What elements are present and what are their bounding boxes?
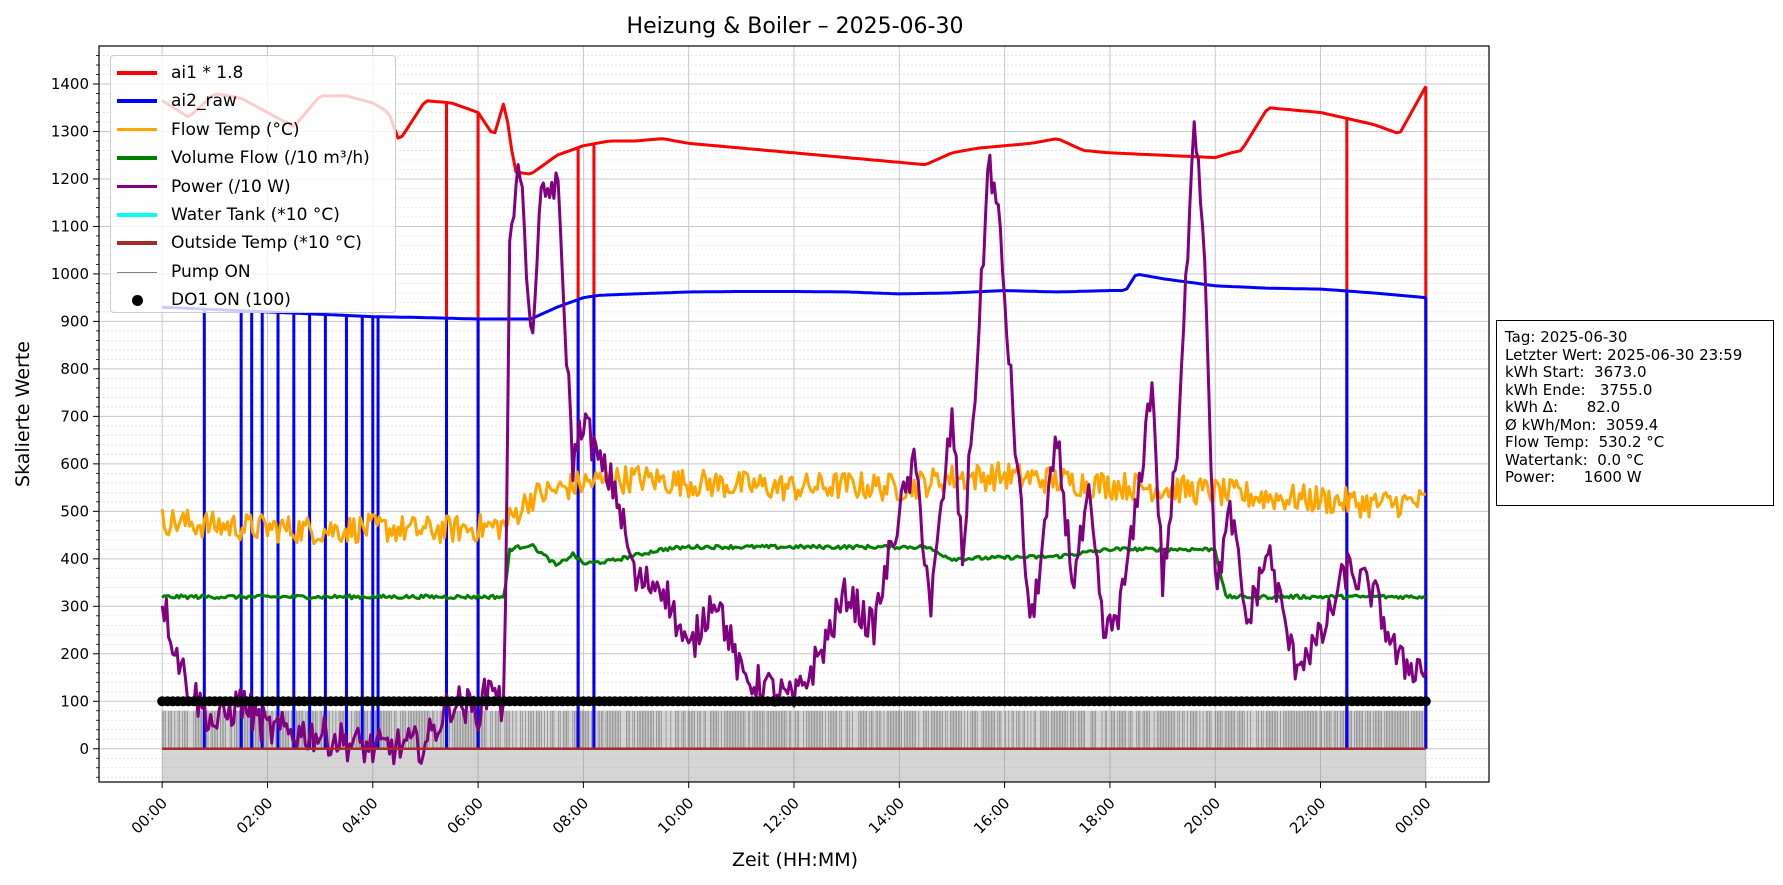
legend-swatch — [117, 262, 157, 282]
x-axis-ticks: 00:00 02:00 04:00 06:00 08:00 10:00 12:00 14:00… — [128, 782, 1435, 837]
legend-item: Water Tank (*10 °C) — [117, 203, 340, 227]
legend-item: Power (/10 W) — [117, 175, 291, 199]
x-tick-label: 18:00 — [1075, 794, 1118, 837]
legend-label: Volume Flow (/10 m³/h) — [171, 148, 370, 169]
y-tick-label: 400 — [60, 550, 89, 568]
legend-swatch — [117, 120, 157, 140]
y-tick-label: 300 — [60, 597, 89, 615]
legend-label: Power (/10 W) — [171, 176, 291, 197]
infobox-day: Tag: 2025-06-30 — [1505, 328, 1628, 346]
legend-swatch — [117, 290, 157, 310]
infobox-kwh-start: kWh Start: 3673.0 — [1505, 363, 1647, 381]
infobox-kwh-delta: kWh Δ: 82.0 — [1505, 398, 1621, 416]
legend-label: ai2_raw — [171, 91, 237, 112]
chart-legend: ai1 * 1.8 ai2_raw Flow Temp (°C) Volume Flo… — [110, 55, 396, 313]
x-tick-label: 00:00 — [128, 794, 171, 837]
y-tick-label: 1100 — [51, 217, 89, 235]
y-tick-label: 1000 — [51, 265, 89, 283]
x-tick-label: 06:00 — [444, 794, 487, 837]
infobox-power: Power: 1600 W — [1505, 468, 1642, 486]
infobox-last-value: Letzter Wert: 2025-06-30 23:59 — [1505, 345, 1743, 364]
x-tick-label: 08:00 — [549, 794, 592, 837]
legend-item: Flow Temp (°C) — [117, 118, 300, 142]
infobox-kwh-month: Ø kWh/Mon: 3059.4 — [1505, 415, 1659, 434]
legend-item: Pump ON — [117, 260, 251, 284]
y-tick-label: 200 — [60, 645, 89, 663]
chart-title: Heizung & Boiler – 2025-06-30 — [627, 14, 964, 39]
legend-label: ai1 * 1.8 — [171, 63, 244, 83]
legend-item: DO1 ON (100) — [117, 288, 291, 312]
y-tick-label: 100 — [60, 692, 89, 710]
x-tick-label: 16:00 — [970, 794, 1013, 837]
y-tick-label: 700 — [60, 407, 89, 425]
x-tick-label: 02:00 — [233, 794, 276, 837]
legend-swatch — [117, 205, 157, 225]
legend-item: ai2_raw — [117, 89, 237, 113]
x-tick-label: 14:00 — [865, 794, 908, 837]
x-tick-label: 00:00 — [1391, 794, 1434, 837]
flow-temp-line — [160, 461, 1427, 546]
legend-swatch — [117, 177, 157, 197]
major-grid — [99, 46, 1489, 782]
x-tick-label: 10:00 — [654, 794, 697, 837]
y-tick-label: 1300 — [51, 122, 89, 140]
legend-swatch — [117, 63, 157, 83]
infobox-watertank: Watertank: 0.0 °C — [1505, 450, 1644, 469]
legend-label: Pump ON — [171, 261, 251, 282]
summary-infobox: Tag: 2025-06-30 Letzter Wert: 2025-06-30… — [1496, 320, 1774, 506]
legend-label: Water Tank (*10 °C) — [171, 205, 340, 225]
do1-point — [1420, 696, 1431, 707]
y-tick-label: 1200 — [51, 170, 89, 188]
legend-item: Outside Temp (*10 °C) — [117, 231, 362, 255]
x-tick-label: 20:00 — [1181, 794, 1224, 837]
legend-swatch — [117, 148, 157, 168]
x-tick-label: 04:00 — [338, 794, 381, 837]
y-axis-label: Skalierte Werte — [12, 341, 34, 487]
y-axis-ticks: 0 100 200 300 400 500 600 700 800 900 1000 1100 1200… — [51, 55, 99, 778]
y-tick-label: 900 — [60, 312, 89, 330]
legend-item: Volume Flow (/10 m³/h) — [117, 146, 370, 170]
infobox-flow-temp: Flow Temp: 530.2 °C — [1505, 433, 1665, 451]
y-tick-label: 1400 — [51, 75, 89, 93]
plot-content — [157, 85, 1431, 782]
y-tick-label: 0 — [79, 740, 89, 758]
legend-swatch — [117, 91, 157, 111]
x-axis-label: Zeit (HH:MM) — [732, 849, 858, 871]
legend-swatch — [117, 233, 157, 253]
legend-item: ai1 * 1.8 — [117, 61, 243, 85]
y-tick-label: 800 — [60, 360, 89, 378]
infobox-kwh-end: kWh Ende: 3755.0 — [1505, 380, 1653, 399]
legend-label: DO1 ON (100) — [171, 290, 291, 311]
y-tick-label: 600 — [60, 455, 89, 473]
y-tick-label: 500 — [60, 502, 89, 520]
x-tick-label: 12:00 — [760, 794, 803, 837]
x-tick-label: 22:00 — [1286, 794, 1329, 837]
legend-label: Flow Temp (°C) — [171, 119, 300, 140]
legend-label: Outside Temp (*10 °C) — [171, 233, 362, 254]
